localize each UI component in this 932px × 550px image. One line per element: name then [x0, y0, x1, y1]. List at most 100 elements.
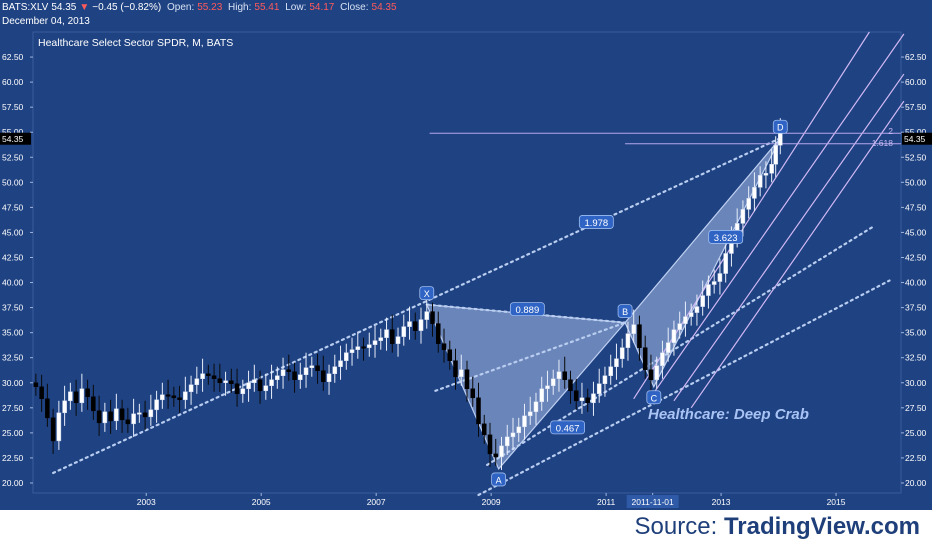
y-tick-label-right: 50.00 [905, 177, 927, 187]
candle-body [246, 382, 251, 390]
y-tick-label-right: 57.50 [905, 102, 927, 112]
y-tick-label-right: 35.00 [905, 328, 927, 338]
candle-body [361, 346, 366, 349]
close-value: 54.35 [371, 2, 397, 13]
candle-body [773, 144, 778, 165]
candle-body [573, 390, 579, 402]
candle-body [648, 369, 654, 381]
candle-body [550, 378, 556, 387]
candle-body [188, 384, 194, 393]
candle-body [56, 412, 62, 442]
candle-body [481, 423, 487, 436]
candle-body [401, 326, 407, 337]
date-label: December 04, 2013 [2, 16, 90, 27]
y-tick-label-left: 42.50 [2, 252, 24, 262]
candle-body [395, 336, 401, 344]
low-label: Low: [285, 2, 307, 13]
last-price: 54.35 [51, 2, 77, 13]
candle-body [332, 366, 338, 374]
candle-body [447, 349, 453, 361]
y-tick-label-right: 25.00 [905, 428, 927, 438]
y-tick-label-left: 27.50 [2, 403, 24, 413]
candle-body [96, 410, 102, 424]
candle-body [125, 419, 131, 425]
candle-body [464, 369, 470, 390]
candle-body [596, 383, 602, 395]
symbol-info-bar: BATS:XLV 54.35 ▼ −0.45 (−0.82%) Open: 55.23 … [0, 0, 932, 30]
fib-level-label: 2 [888, 126, 893, 136]
candle-body [194, 378, 200, 386]
candle-body [62, 400, 67, 414]
candle-body [769, 164, 774, 174]
candle-body [740, 209, 746, 224]
candle-body [321, 370, 326, 383]
candle-body [688, 312, 694, 317]
candle-body [660, 352, 665, 366]
candle-body [418, 319, 424, 331]
candle-body [677, 323, 682, 330]
candle-body [160, 394, 165, 401]
candle-body [200, 373, 205, 380]
pitchfork-line [653, 33, 905, 394]
candle-body [493, 453, 499, 458]
y-tick-label-right: 62.50 [905, 52, 927, 62]
candle-body [326, 373, 332, 383]
candle-body [435, 323, 441, 344]
y-tick-label-left: 30.00 [2, 378, 24, 388]
candle-body [292, 371, 297, 381]
y-tick-label-right: 22.50 [905, 453, 927, 463]
candle-body [706, 284, 711, 296]
ratio-label-box [578, 215, 614, 229]
ratio-label: 0.467 [556, 423, 580, 434]
ratio-label: 1.978 [584, 218, 608, 229]
x-axis: 2003 2005 2007 2009 2011 2011-11-01 2013 2015 [137, 493, 846, 508]
ratio-label-box [550, 420, 585, 435]
plot-background [0, 30, 932, 510]
candle-body [539, 388, 544, 403]
candle-body [654, 365, 659, 381]
last-price-label-right: 54.35 [904, 134, 926, 144]
candle-body [252, 379, 257, 384]
y-tick-label-right: 20.00 [905, 478, 927, 488]
candle-body [211, 375, 217, 380]
pattern-point-marker [772, 119, 788, 134]
candle-body [79, 388, 85, 404]
last-price-label-left: 54.35 [2, 134, 24, 144]
candle-body [407, 321, 412, 327]
chart-title: Healthcare Select Sector SPDR, M, BATS [38, 37, 233, 49]
candle-body [441, 343, 447, 350]
candle-body [384, 329, 389, 338]
candle-body [114, 408, 119, 422]
candle-body [763, 173, 769, 176]
candle-body [50, 417, 56, 442]
candle-body [217, 378, 223, 384]
chart-svg[interactable]: 20.00 20.00 22.50 22.50 25.00 25.00 27.50 27.50… [0, 30, 932, 510]
y-tick-label-right: 40.00 [905, 278, 927, 288]
y-tick-label-right: 37.50 [905, 303, 927, 313]
candle-body [642, 347, 648, 370]
y-tick-label-left: 47.50 [2, 202, 24, 212]
candle-body [671, 329, 677, 343]
candle-body [717, 273, 723, 282]
candle-body [499, 445, 504, 458]
candle-body [280, 369, 286, 376]
source-brand: TradingView.com [723, 513, 920, 540]
candle-body [510, 432, 516, 438]
y-tick-label-left: 32.50 [2, 353, 24, 363]
symbol-label[interactable]: BATS:XLV [2, 2, 49, 13]
y-tick-label-left: 55.00 [2, 127, 24, 137]
pattern-point-marker [646, 390, 662, 405]
candle-body [298, 374, 303, 381]
pattern-point-label-d: D [777, 123, 784, 133]
candle-body [257, 379, 263, 392]
fib-level-label: 1.618 [872, 138, 894, 148]
y-tick-label-left: 60.00 [2, 77, 24, 87]
dotted-trendline [52, 137, 782, 475]
low-value: 54.17 [309, 2, 335, 13]
candle-body [723, 253, 728, 274]
y-tick-label-right: 32.50 [905, 353, 927, 363]
candle-body [665, 342, 671, 353]
y-tick-label-left: 62.50 [2, 52, 24, 62]
pattern-point-label-x: X [424, 289, 430, 299]
ratio-label: 3.623 [714, 233, 738, 244]
